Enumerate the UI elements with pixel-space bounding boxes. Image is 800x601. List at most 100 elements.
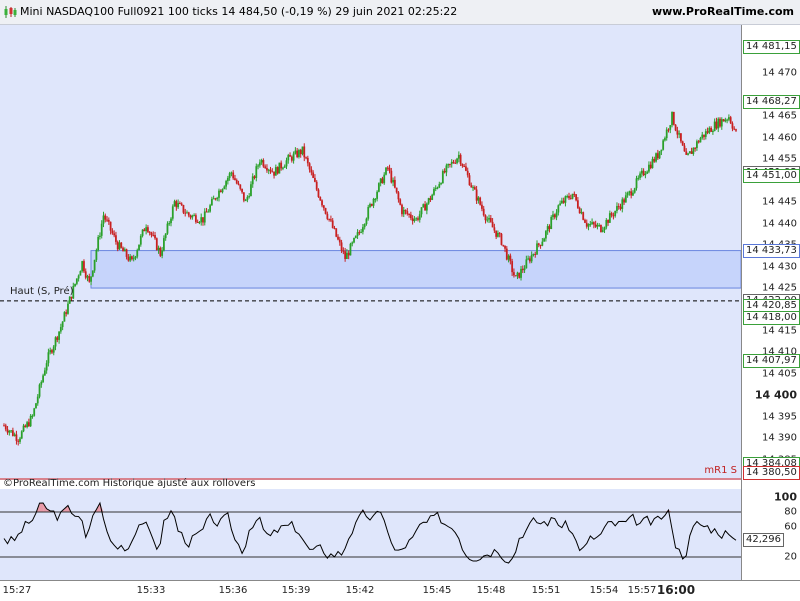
price-tick-label: 14 465 (762, 111, 797, 122)
candle-body (630, 191, 632, 195)
candle-body (252, 176, 254, 184)
price-tick-label: 14 440 (762, 218, 797, 229)
candle-body (19, 438, 21, 441)
candle-body (14, 434, 16, 435)
candle-body (215, 198, 217, 199)
price-plot[interactable] (0, 25, 741, 480)
price-level-box: 14 433,73 (743, 244, 800, 258)
candle-body (410, 214, 412, 218)
candle-body (266, 168, 268, 170)
candle-body (676, 130, 678, 134)
candle-body (724, 120, 726, 122)
candle-body (16, 434, 18, 440)
candle-body (636, 178, 638, 188)
candle-body (241, 189, 243, 192)
candle-body (559, 203, 561, 205)
price-tick-label: 14 460 (762, 132, 797, 143)
candle-body (616, 206, 618, 211)
price-tick-label: 14 470 (762, 68, 797, 79)
rsi-panel[interactable] (0, 489, 741, 580)
candle-body (58, 332, 60, 340)
candle-body (573, 194, 575, 195)
candle-body (351, 242, 353, 243)
candle-body (639, 174, 641, 178)
candle-body (536, 243, 538, 254)
candle-body (296, 151, 298, 157)
candle-body (621, 199, 623, 209)
candle-body (611, 213, 613, 215)
candle-body (191, 216, 193, 218)
candle-body (668, 130, 670, 131)
candle-body (396, 188, 398, 193)
candle-body (700, 138, 702, 142)
candle-body (625, 195, 627, 202)
candle-body (37, 397, 39, 404)
candle-body (8, 431, 10, 433)
candle-body (95, 250, 97, 260)
candle-body (490, 218, 492, 222)
candle-body (566, 196, 568, 197)
price-tick-label: 14 400 (755, 389, 797, 402)
candle-body (604, 227, 606, 230)
candle-body (64, 312, 66, 321)
candle-body (687, 153, 689, 154)
candle-body (55, 337, 57, 346)
candle-body (419, 214, 421, 219)
candle-body (282, 168, 284, 169)
candle-body (332, 220, 334, 227)
price-tick-label: 14 455 (762, 154, 797, 165)
candle-body (529, 258, 531, 261)
candle-body (534, 254, 536, 255)
candle-body (501, 234, 503, 245)
candle-body (492, 222, 494, 227)
rsi-current-value: 42,296 (743, 533, 784, 547)
candle-body (133, 258, 135, 259)
candle-body (309, 163, 311, 169)
candle-body (183, 205, 185, 213)
candle-body (470, 185, 472, 187)
price-chart[interactable]: Haut (S, Pré) mR1 S (0, 25, 741, 480)
candle-body (310, 169, 312, 172)
rsi-tick-label: 80 (784, 507, 797, 518)
zone-rectangle (91, 251, 741, 288)
candle-body (447, 164, 449, 165)
candle-body (213, 198, 215, 199)
candle-body (209, 205, 211, 211)
candle-body (339, 240, 341, 243)
candle-body (218, 191, 220, 198)
candle-body (575, 194, 577, 200)
candle-body (5, 425, 7, 429)
candle-body (518, 273, 520, 278)
candle-body (598, 225, 600, 226)
candle-body (206, 211, 208, 212)
candle-body (593, 222, 595, 224)
candle-body (705, 131, 707, 137)
candle-body (520, 269, 522, 278)
price-level-box: 14 380,50 (743, 466, 800, 480)
candle-body (550, 217, 552, 229)
candle-body (3, 425, 5, 426)
candle-body (87, 276, 89, 278)
candle-body (628, 191, 630, 193)
candle-body (151, 233, 153, 235)
candle-body (291, 157, 293, 161)
candle-body (270, 170, 272, 172)
candle-body (643, 171, 645, 175)
candle-body (200, 217, 202, 222)
candle-body (92, 271, 94, 277)
candle-body (49, 350, 51, 352)
candle-body (298, 150, 300, 157)
candle-body (103, 215, 105, 223)
candle-body (172, 206, 174, 218)
candle-body (691, 151, 693, 154)
candle-body (515, 275, 517, 276)
candle-body (167, 224, 169, 234)
rsi-plot[interactable] (0, 489, 741, 580)
candle-body (620, 207, 622, 209)
candle-body (35, 403, 37, 408)
site-link[interactable]: www.ProRealTime.com (652, 5, 794, 18)
candle-body (193, 215, 195, 216)
candle-body (431, 195, 433, 200)
